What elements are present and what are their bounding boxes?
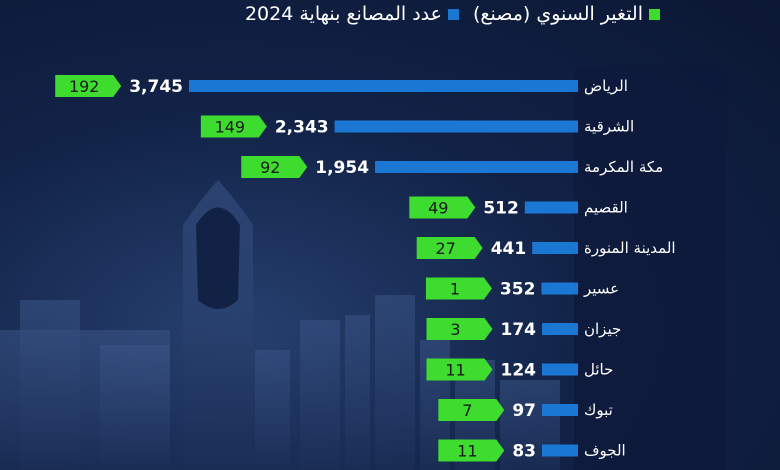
value-label: 2,343 [275,118,329,138]
total-bar [542,444,578,457]
total-bar [334,120,578,133]
value-label: 174 [501,320,537,340]
change-tag [409,196,476,219]
change-label: 192 [69,77,100,96]
change-tag [426,358,493,381]
total-bar [524,201,578,214]
chart-legend: عدد المصانع بنهاية 2024 التغير السنوي (م… [245,0,660,28]
category-label: الرياض [584,77,628,95]
legend-swatch-change [649,8,660,20]
change-tag [425,277,492,300]
change-tag [55,75,122,97]
legend-label-change: التغير السنوي (مصنع) [472,3,643,25]
category-label: الشرقية [584,118,634,136]
change-tag [426,318,493,340]
value-label: 352 [500,280,536,300]
total-bar [532,242,578,254]
change-label: 11 [445,361,465,380]
change-label: 7 [462,401,472,420]
value-label: 512 [483,199,519,219]
change-tag [200,115,267,138]
category-label: القصيم [584,199,628,217]
category-label: تبوك [584,401,613,419]
value-label: 3,745 [129,77,183,97]
change-label: 11 [457,442,477,461]
category-label: المدينة المنورة [584,239,676,257]
total-bar [375,161,578,173]
legend-item-total: عدد المصانع بنهاية 2024 [245,3,459,25]
change-label: 149 [215,118,246,137]
total-bar [189,80,578,92]
total-bar [542,404,578,416]
category-label: الجوف [584,442,626,460]
change-tag [241,156,308,178]
change-label: 49 [428,199,448,218]
category-label: عسير [583,280,619,298]
category-label-panel [574,66,726,470]
change-label: 92 [260,158,280,177]
value-label: 441 [491,239,527,259]
change-tag [438,439,505,462]
value-label: 124 [501,361,537,381]
category-label: مكة المكرمة [584,158,663,176]
change-label: 1 [450,280,460,299]
value-label: 1,954 [315,158,369,178]
value-label: 97 [512,401,536,421]
total-bar [541,282,578,295]
change-label: 27 [436,239,456,258]
change-label: 3 [450,320,460,339]
total-bar [542,363,578,376]
total-bar [542,323,578,335]
legend-label-total: عدد المصانع بنهاية 2024 [244,3,442,25]
value-label: 83 [512,442,536,462]
change-tag [416,237,483,259]
category-label: جيزان [584,320,621,338]
change-tag [438,399,505,421]
legend-swatch-total [447,8,459,20]
legend-item-change: التغير السنوي (مصنع) [473,3,660,25]
category-label: حائل [584,361,613,379]
